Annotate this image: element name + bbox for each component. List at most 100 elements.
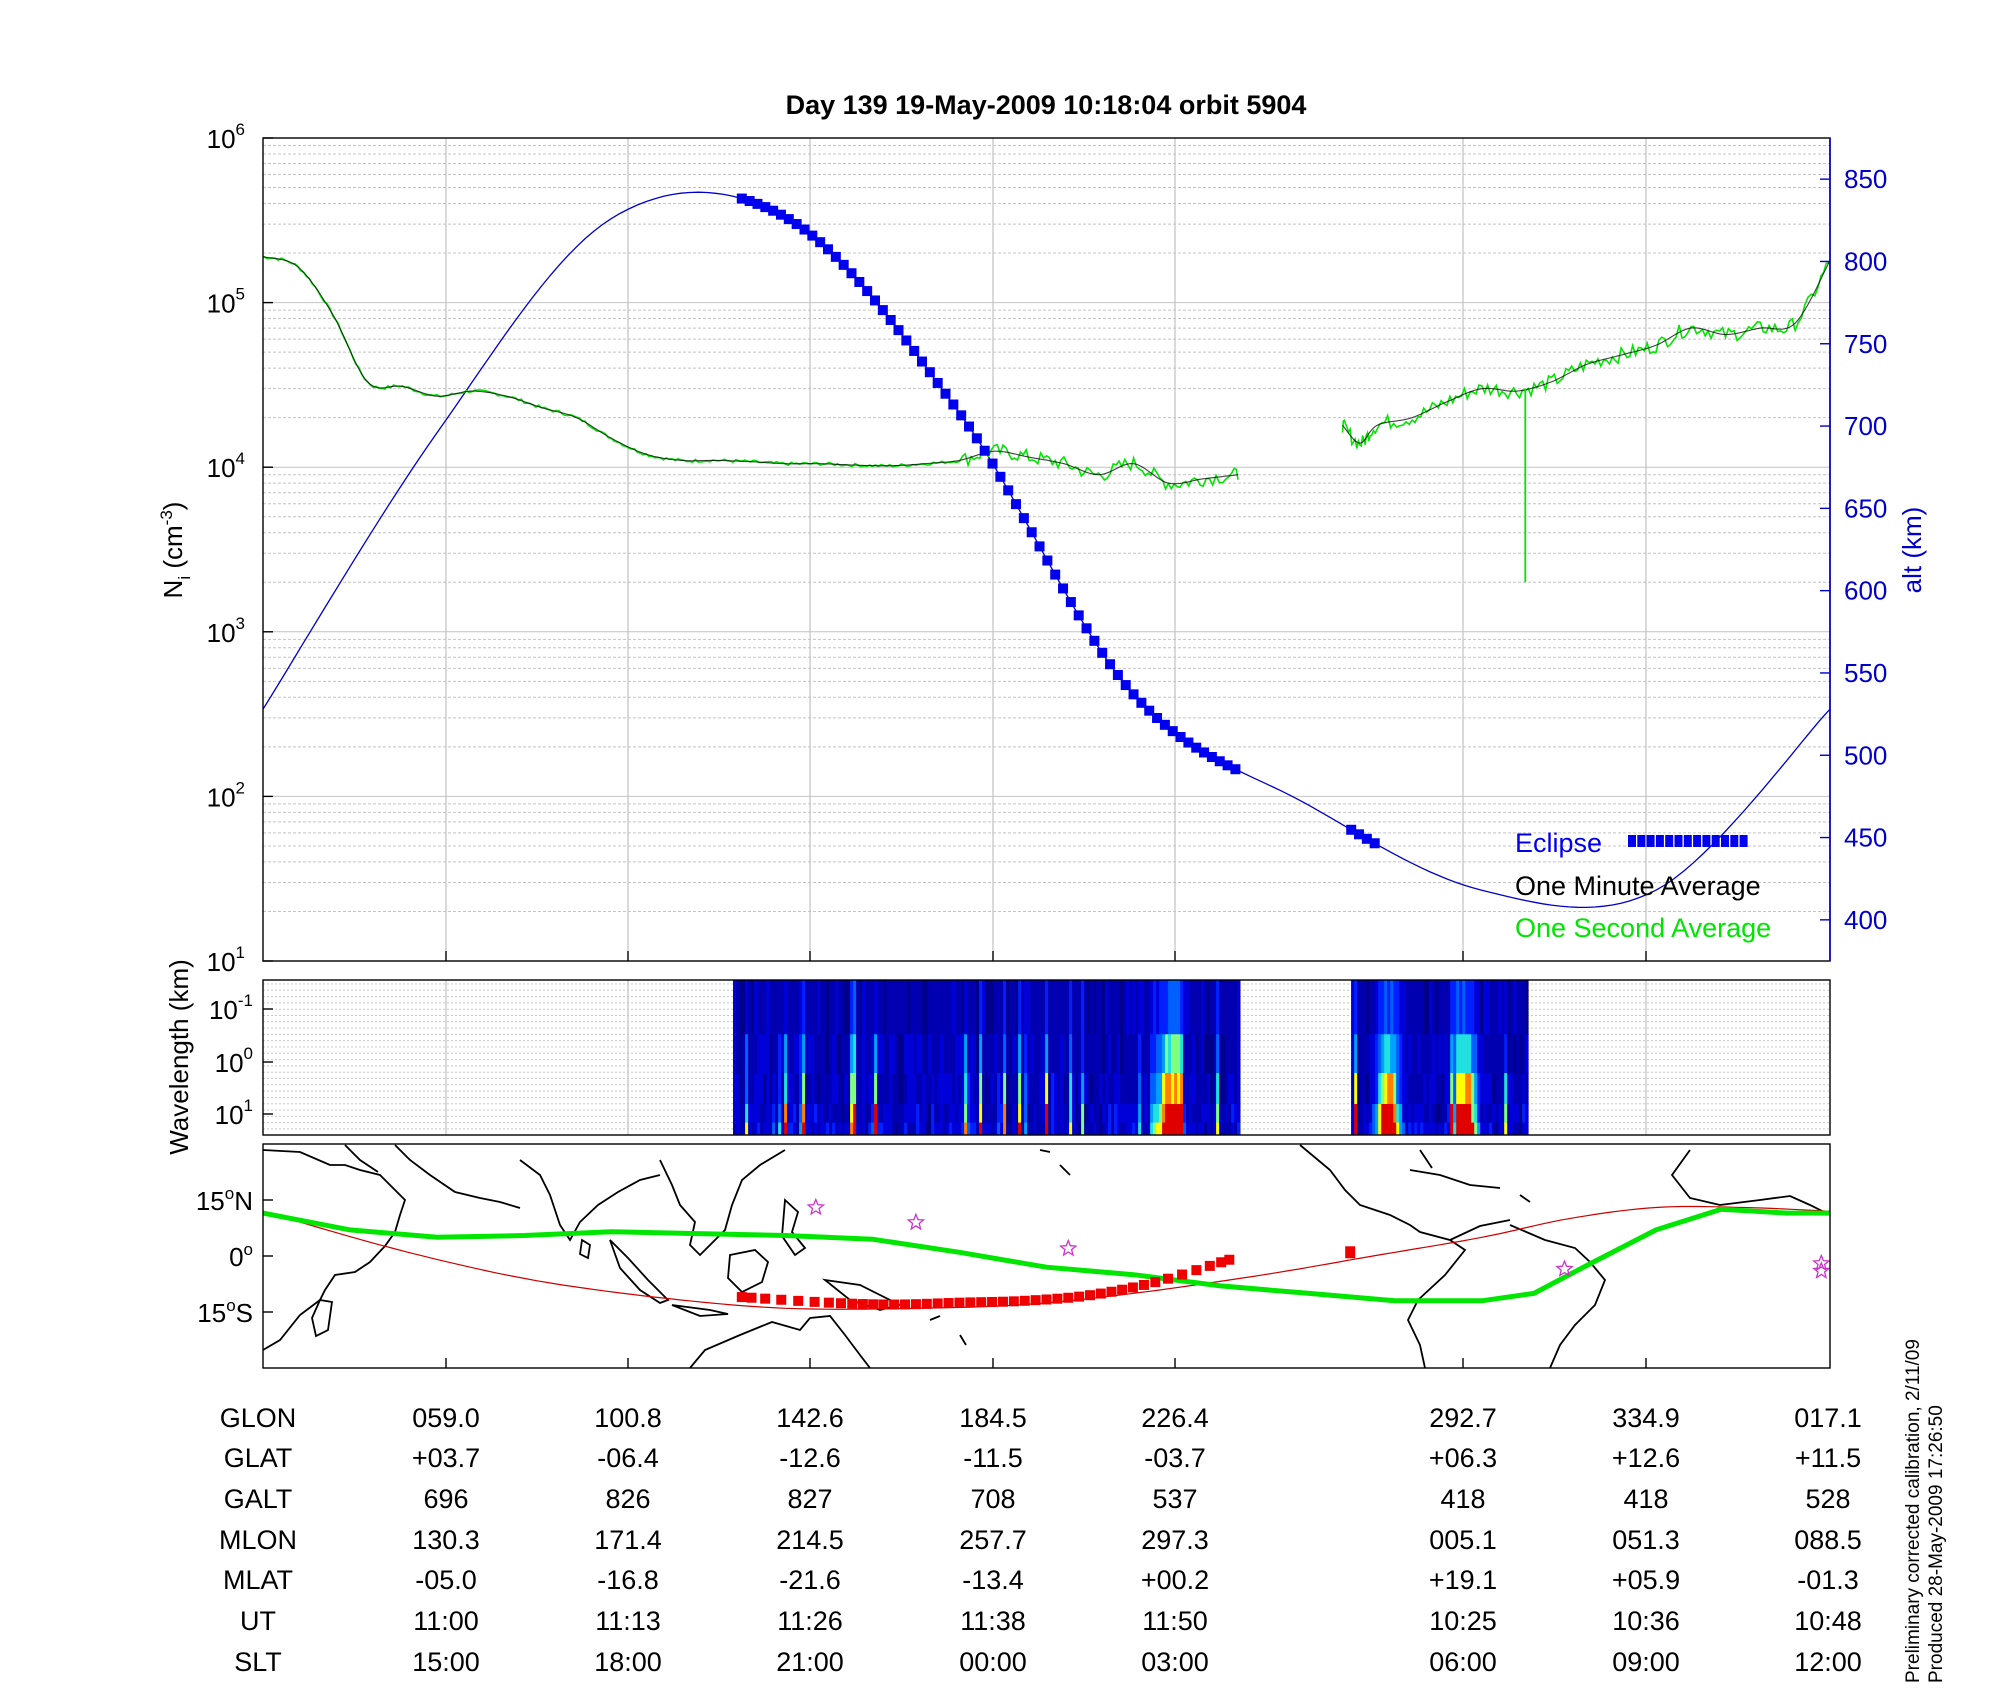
spec-cell-1012 <box>1450 1073 1454 1105</box>
spec-cell-597 <box>1090 1073 1094 1105</box>
map-y-ticks: 15oN 0o 15oS <box>196 1184 1647 1368</box>
spec-cell-79 <box>778 1122 782 1136</box>
spec-cell-687 <box>1144 1073 1148 1105</box>
spec-cell-676 <box>1138 1034 1142 1074</box>
eclipse-marker-55 <box>1167 726 1178 737</box>
spec-cell-763 <box>1189 1104 1193 1123</box>
spec-cell-108 <box>796 1104 800 1123</box>
spec-cell-186 <box>844 1034 848 1074</box>
spec-cell-488 <box>1024 1104 1028 1123</box>
spec-cell-257 <box>886 1073 890 1105</box>
spec-cell-827 <box>1228 1073 1232 1105</box>
table-cell-2-4: -21.6 <box>779 1565 841 1595</box>
spec-cell-184 <box>841 1122 845 1136</box>
spec-cell-520 <box>1045 980 1049 1035</box>
spec-cell-889 <box>1375 1122 1379 1136</box>
spec-cell-698 <box>1150 1104 1154 1123</box>
spec-cell-721 <box>1165 1034 1169 1074</box>
spec-cell-1136 <box>1525 1034 1529 1074</box>
spec-cell-294 <box>907 1122 911 1136</box>
spec-cell-261 <box>889 1034 893 1074</box>
spec-cell-437 <box>994 1073 998 1105</box>
altitude-ytick-label-6: 700 <box>1844 411 1887 441</box>
spec-cell-941 <box>1408 1034 1412 1074</box>
spec-cell-748 <box>1180 1104 1184 1123</box>
spec-cell-972 <box>1426 1073 1430 1105</box>
spec-cell-87 <box>784 1073 788 1105</box>
spec-cell-283 <box>901 1104 905 1123</box>
footer-calibration: Preliminary corrected calibration, 2/11/… <box>1903 1339 1924 1683</box>
table-cell-6-3: 051.3 <box>1612 1525 1680 1555</box>
spec-cell-1135 <box>1525 980 1529 1035</box>
spec-cell-1042 <box>1468 1073 1472 1105</box>
spec-cell-954 <box>1414 1122 1418 1136</box>
table-cell-1-2: 826 <box>605 1484 650 1514</box>
track-eclipse-marker-11 <box>878 1299 889 1310</box>
spec-cell-318 <box>922 1104 926 1123</box>
footer-produced: Produced 28-May-2009 17:26:50 <box>1926 1405 1947 1683</box>
spec-cell-227 <box>868 1073 872 1105</box>
ni-one-minute-line-0 <box>263 256 1239 485</box>
spec-cell-843 <box>1237 1104 1241 1123</box>
spec-cell-577 <box>1078 1073 1082 1105</box>
track-eclipse-marker-33 <box>1117 1284 1128 1295</box>
spec-cell-1071 <box>1486 1034 1490 1074</box>
spec-cell-864 <box>1360 1122 1364 1136</box>
spec-cell-707 <box>1156 1073 1160 1105</box>
spec-cell-468 <box>1012 1104 1016 1123</box>
spec-cell-678 <box>1138 1104 1142 1123</box>
spec-cell-527 <box>1048 1073 1052 1105</box>
spec-cell-1007 <box>1447 1073 1451 1105</box>
spectrogram-y-ticks: 10-1 100 101 <box>209 991 273 1130</box>
spec-cell-141 <box>817 1034 821 1074</box>
spec-cell-600 <box>1093 980 1097 1035</box>
spec-cell-502 <box>1033 1073 1037 1105</box>
spec-cell-1110 <box>1510 980 1514 1035</box>
spec-cell-909 <box>1387 1122 1391 1136</box>
spec-cell-247 <box>880 1073 884 1105</box>
eclipse-marker-12 <box>830 251 841 262</box>
spec-cell-1098 <box>1501 1104 1505 1123</box>
spec-cell-960 <box>1420 980 1424 1035</box>
eclipse-marker-33 <box>995 471 1006 482</box>
spec-cell-812 <box>1219 1073 1223 1105</box>
spec-cell-675 <box>1138 980 1142 1035</box>
table-cell-5-0: 292.7 <box>1429 1403 1497 1433</box>
table-cell-7-5: 10:48 <box>1794 1606 1862 1636</box>
spec-cell-226 <box>868 1034 872 1074</box>
spec-cell-408 <box>976 1104 980 1123</box>
spec-cell-260 <box>889 980 893 1035</box>
spec-cell-16 <box>742 1034 746 1074</box>
eclipse-marker-18 <box>877 305 888 316</box>
spec-cell-512 <box>1039 1073 1043 1105</box>
spec-cell-830 <box>1231 980 1235 1035</box>
spec-cell-759 <box>1186 1122 1190 1136</box>
spec-cell-258 <box>886 1104 890 1123</box>
spec-cell-4 <box>733 1122 737 1136</box>
spec-cell-553 <box>1063 1104 1067 1123</box>
spec-cell-715 <box>1162 980 1166 1035</box>
eclipse-marker-49 <box>1120 680 1131 691</box>
spec-cell-856 <box>1357 1034 1361 1074</box>
spec-cell-460 <box>1009 980 1013 1035</box>
spec-cell-92 <box>787 1073 791 1105</box>
spec-cell-386 <box>964 1034 968 1074</box>
spec-cell-746 <box>1180 1034 1184 1074</box>
spec-cell-1002 <box>1444 1073 1448 1105</box>
spec-cell-282 <box>901 1073 905 1105</box>
spec-cell-467 <box>1012 1073 1016 1105</box>
spec-cell-873 <box>1366 1104 1370 1123</box>
altitude-ytick-label-0: 400 <box>1844 905 1887 935</box>
spec-cell-965 <box>1423 980 1427 1035</box>
eclipse-marker-57 <box>1183 737 1194 748</box>
spec-cell-948 <box>1411 1104 1415 1123</box>
spec-cell-316 <box>922 1034 926 1074</box>
spec-cell-134 <box>811 1122 815 1136</box>
spec-cell-775 <box>1198 980 1202 1035</box>
spec-cell-58 <box>766 1104 770 1123</box>
spec-cell-1066 <box>1483 1034 1487 1074</box>
spec-cell-265 <box>892 980 896 1035</box>
spec-cell-1095 <box>1501 980 1505 1035</box>
spec-cell-262 <box>889 1073 893 1105</box>
table-cell-2-1: -12.6 <box>779 1443 841 1473</box>
